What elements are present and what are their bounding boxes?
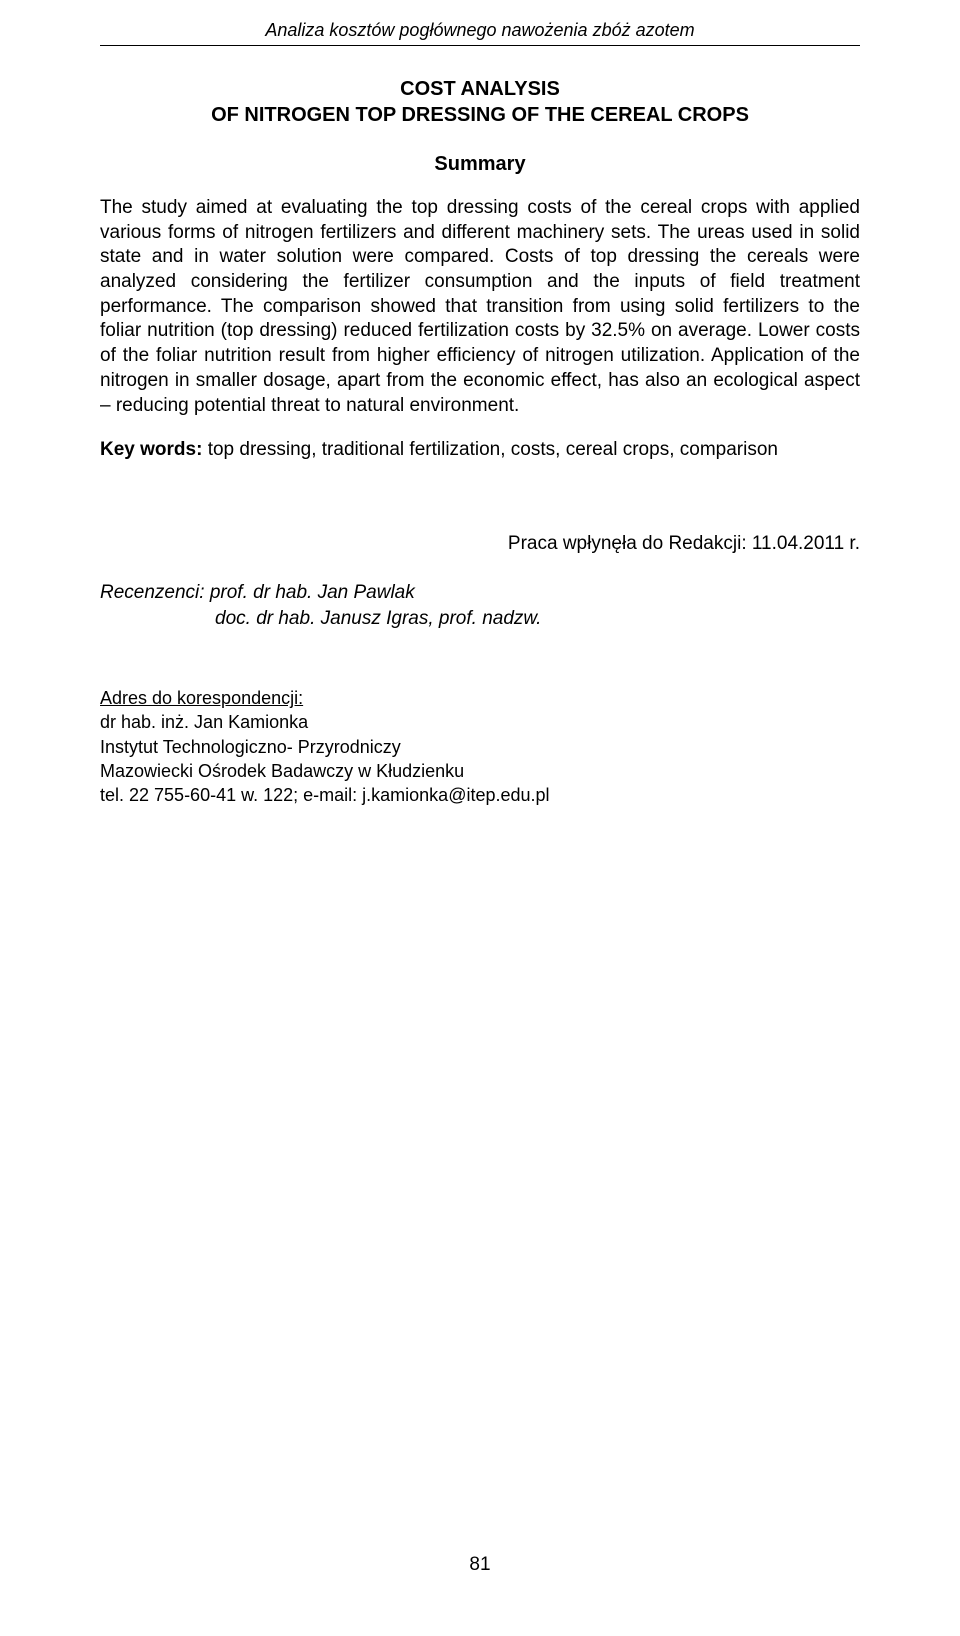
submission-date: Praca wpłynęła do Redakcji: 11.04.2011 r… [100, 533, 860, 555]
title-line-1: COST ANALYSIS [100, 76, 860, 102]
title-line-2: OF NITROGEN TOP DRESSING OF THE CEREAL C… [100, 102, 860, 128]
running-header: Analiza kosztów pogłównego nawożenia zbó… [100, 20, 860, 46]
keywords-block: Key words: top dressing, traditional fer… [100, 438, 860, 463]
keywords-label: Key words: [100, 439, 202, 460]
correspondence-institute: Instytut Technologiczno- Przyrodniczy [100, 737, 401, 757]
reviewers-block: Recenzenci: prof. dr hab. Jan Pawlak doc… [100, 580, 860, 631]
page-number: 81 [0, 1554, 960, 1576]
keywords-list: top dressing, traditional fertilization,… [202, 439, 778, 460]
correspondence-author: dr hab. inż. Jan Kamionka [100, 712, 308, 732]
summary-heading: Summary [100, 153, 860, 176]
article-title: COST ANALYSIS OF NITROGEN TOP DRESSING O… [100, 76, 860, 128]
abstract-text: The study aimed at evaluating the top dr… [100, 196, 860, 418]
reviewer-2: doc. dr hab. Janusz Igras, prof. nadzw. [215, 608, 541, 629]
correspondence-contact: tel. 22 755-60-41 w. 122; e-mail: j.kami… [100, 785, 550, 805]
correspondence-label: Adres do korespondencji: [100, 688, 303, 708]
reviewer-1: prof. dr hab. Jan Pawlak [210, 582, 415, 603]
correspondence-block: Adres do korespondencji: dr hab. inż. Ja… [100, 686, 860, 807]
correspondence-center: Mazowiecki Ośrodek Badawczy w Kłudzienku [100, 761, 464, 781]
reviewers-label: Recenzenci: [100, 582, 210, 603]
